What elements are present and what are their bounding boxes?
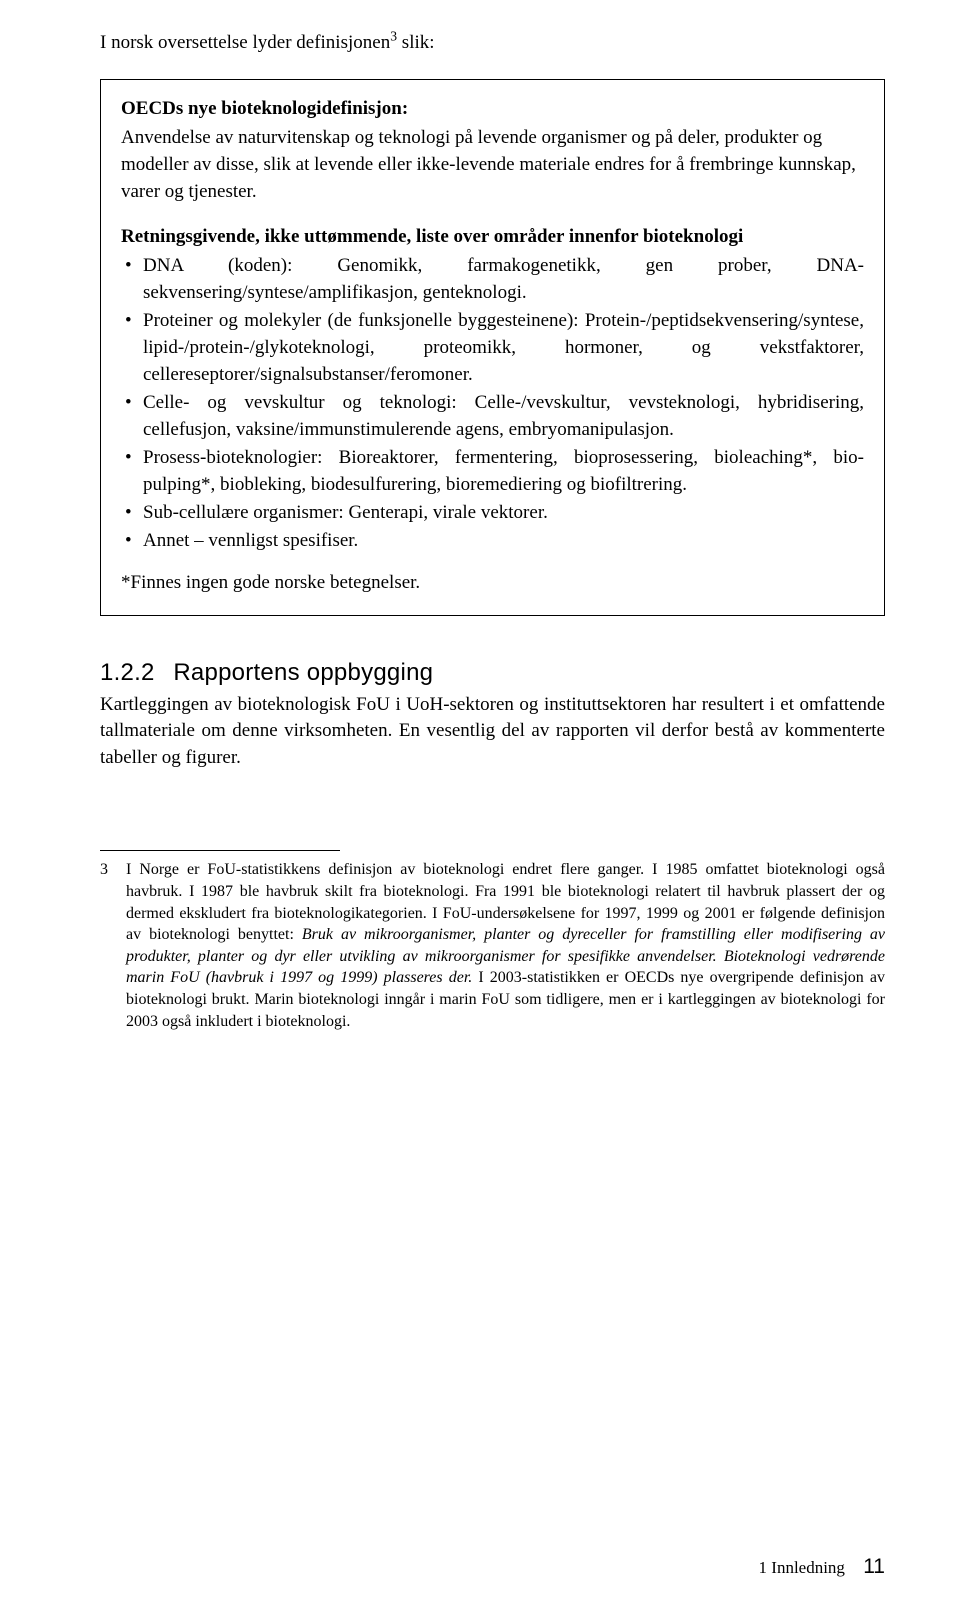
box-title: OECDs nye bioteknologidefinisjon: <box>121 96 864 123</box>
footnote-text: I Norge er FoU-statistikkens definisjon … <box>126 859 885 1032</box>
page-footer: 1 Innledning 11 <box>759 1552 885 1582</box>
intro-tail: slik: <box>397 32 434 53</box>
footer-pagenum: 11 <box>863 1555 885 1578</box>
footnote-number: 3 <box>100 859 126 1032</box>
list-item: Celle- og vevskultur og teknologi: Celle… <box>121 390 864 444</box>
section-para: Kartleggingen av bioteknologisk FoU i Uo… <box>100 692 885 773</box>
list-item: Annet – vennligst spesifiser. <box>121 528 864 555</box>
list-item: Prosess-bioteknologier: Bioreaktorer, fe… <box>121 445 864 499</box>
section-title: Rapportens oppbygging <box>173 659 433 686</box>
list-item: DNA (koden): Genomikk, farmakogenetikk, … <box>121 253 864 307</box>
bullet-list: DNA (koden): Genomikk, farmakogenetikk, … <box>121 253 864 555</box>
intro-text: I norsk oversettelse lyder definisjonen <box>100 32 390 53</box>
section-number: 1.2.2 <box>100 659 155 686</box>
definition-box: OECDs nye bioteknologidefinisjon: Anvend… <box>100 79 885 616</box>
footnote: 3 I Norge er FoU-statistikkens definisjo… <box>100 859 885 1032</box>
intro-line: I norsk oversettelse lyder definisjonen3… <box>100 30 885 57</box>
footnote-rule <box>100 850 340 851</box>
box-para: Anvendelse av naturvitenskap og teknolog… <box>121 125 864 206</box>
section-heading: 1.2.2 Rapportens oppbygging <box>100 656 885 690</box>
list-item: Proteiner og molekyler (de funksjonelle … <box>121 308 864 389</box>
box-note: *Finnes ingen gode norske betegnelser. <box>121 570 864 597</box>
footer-chapter: 1 Innledning <box>759 1558 845 1577</box>
list-item: Sub-cellulære organismer: Genterapi, vir… <box>121 500 864 527</box>
box-subhead: Retningsgivende, ikke uttømmende, liste … <box>121 224 864 251</box>
